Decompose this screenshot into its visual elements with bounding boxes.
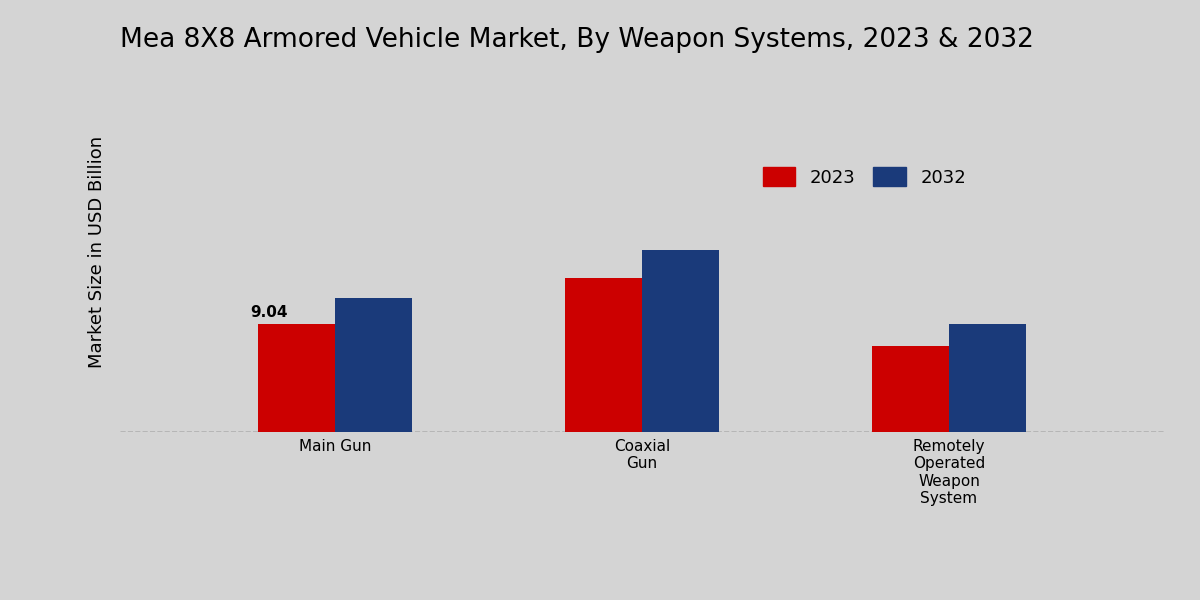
Bar — [565, 278, 642, 432]
Legend: 2023, 2032: 2023, 2032 — [756, 160, 973, 194]
Text: Mea 8X8 Armored Vehicle Market, By Weapon Systems, 2023 & 2032: Mea 8X8 Armored Vehicle Market, By Weapo… — [120, 27, 1034, 53]
Bar — [335, 298, 412, 432]
Bar — [949, 324, 1026, 432]
Bar — [642, 250, 719, 432]
Bar — [258, 323, 335, 432]
Bar — [872, 346, 949, 432]
Y-axis label: Market Size in USD Billion: Market Size in USD Billion — [88, 136, 106, 368]
Text: 9.04: 9.04 — [250, 305, 287, 320]
